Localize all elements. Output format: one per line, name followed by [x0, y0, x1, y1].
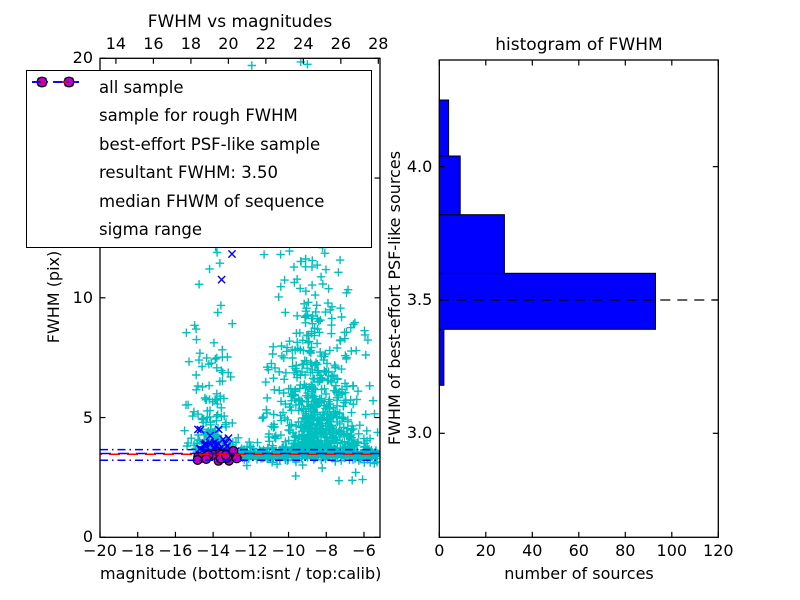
dashdot-line-glyph	[32, 81, 79, 83]
legend-item-rough-fwhm: sample for rough FWHM	[27, 77, 371, 130]
circle-marker-icon	[33, 76, 95, 155]
dashed-line-icon	[32, 81, 95, 212]
axis-ticks	[99, 57, 719, 538]
legend-label: resultant FWHM: 3.50	[99, 163, 278, 183]
legend-label: all sample	[99, 77, 184, 97]
legend-label: sample for rough FWHM	[99, 106, 298, 126]
legend-label: best-effort PSF-like sample	[99, 134, 321, 154]
left-plot-title: FWHM vs magnitudes	[147, 12, 333, 32]
cross-marker-icon	[33, 77, 95, 127]
left-plot-xlabel: magnitude (bottom:isnt / top:calib)	[100, 564, 382, 583]
dashed-line-icon	[32, 81, 95, 184]
histogram-bars	[438, 99, 656, 386]
legend-item-resultant-fwhm: resultant FWHM: 3.50	[27, 81, 371, 187]
legend-item-psf-sample: best-effort PSF-like sample	[27, 76, 371, 158]
legend-label: median FHWM of sequence	[99, 191, 325, 211]
right-plot-xlabel: number of sources	[504, 564, 654, 583]
dashdot-line-icon	[32, 81, 95, 241]
legend: all sample sample for rough FWHM best-ef…	[26, 70, 372, 248]
legend-label: sigma range	[99, 220, 203, 240]
right-plot-title: histogram of FWHM	[495, 35, 663, 55]
left-plot-lines	[100, 448, 380, 461]
right-plot-ylabel: FWHM of best-effort PSF-like sources	[385, 150, 404, 446]
legend-item-sigma-range: sigma range	[27, 81, 371, 244]
legend-item-median-fhwm: median FHWM of sequence	[27, 81, 371, 215]
